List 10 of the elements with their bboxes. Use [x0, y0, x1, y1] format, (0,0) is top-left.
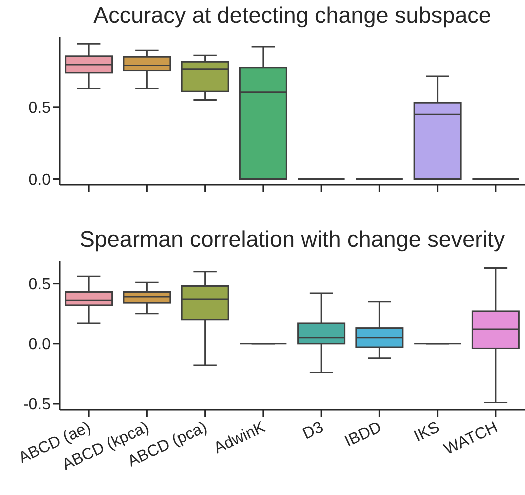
x-tick-label: IKS [412, 419, 443, 446]
chart-title: Spearman correlation with change severity [78, 227, 506, 253]
y-tick-label: 0.5 [28, 276, 52, 294]
y-tick-label: 0.5 [28, 100, 52, 118]
chart-title: Accuracy at detecting change subspace [92, 3, 492, 29]
y-tick-label: 0.0 [28, 172, 52, 189]
x-tick-label: D3 [300, 419, 326, 444]
y-tick-label: -0.5 [23, 396, 52, 414]
x-tick-label: IBDD [342, 419, 384, 451]
y-tick-label: 0.0 [28, 336, 52, 354]
